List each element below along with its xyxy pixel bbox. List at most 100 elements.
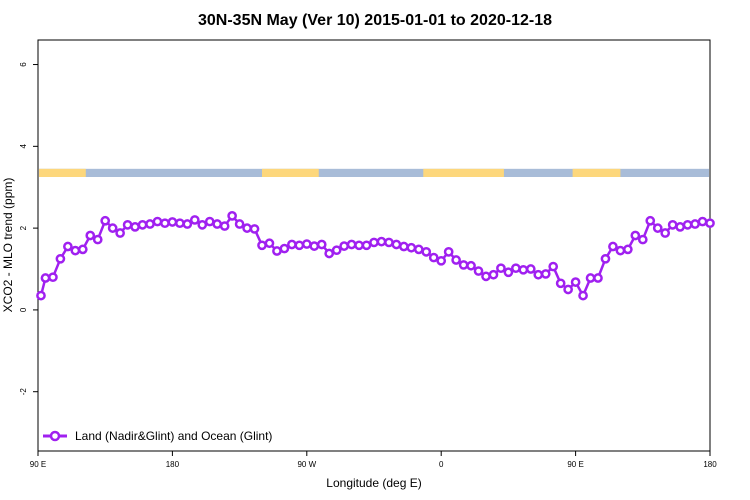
data-point (227, 211, 237, 221)
data-point (690, 219, 700, 229)
data-point (324, 248, 335, 259)
x-tick-label: 0 (439, 460, 444, 469)
data-point (578, 290, 588, 301)
surface-strip (39, 168, 709, 177)
data-point (107, 223, 118, 233)
data-point (77, 244, 88, 255)
data-point (212, 219, 223, 229)
data-point (152, 216, 163, 227)
x-axis-label: Longitude (deg E) (326, 476, 421, 490)
legend: Land (Nadir&Glint) and Ocean (Glint) (43, 429, 272, 443)
data-point (70, 245, 81, 256)
data-point (48, 272, 58, 283)
data-point (339, 241, 349, 251)
data-point (525, 264, 536, 274)
data-point (234, 219, 245, 229)
data-point (675, 222, 685, 232)
data-point (570, 277, 581, 287)
data-point (645, 215, 656, 226)
data-point (608, 241, 618, 252)
data-point (436, 255, 447, 266)
data-point (182, 219, 193, 229)
x-tick-label: 90 E (567, 460, 583, 469)
data-point (63, 241, 73, 252)
data-point (391, 239, 402, 250)
data-point (421, 246, 432, 257)
data-point (204, 216, 215, 227)
data-point (85, 230, 96, 241)
data-point (249, 224, 260, 234)
data-point (481, 271, 491, 282)
data-point (697, 216, 708, 227)
data-point (585, 273, 596, 283)
data-point (115, 228, 125, 238)
land-segment (39, 168, 86, 177)
data-point (316, 239, 327, 250)
data-point (369, 237, 379, 248)
data-point (130, 222, 140, 232)
data-point (242, 223, 252, 233)
data-point (623, 244, 633, 255)
data-point (257, 240, 267, 251)
data-point (667, 219, 678, 230)
series-land-ocean (36, 211, 715, 301)
y-tick-label: 4 (19, 144, 28, 149)
data-point (189, 215, 200, 225)
data-point (294, 240, 305, 251)
y-tick-label: 0 (19, 307, 28, 312)
x-tick-label: 90 E (30, 460, 46, 469)
data-point (331, 245, 342, 256)
land-segment (423, 168, 504, 177)
data-point (660, 228, 671, 238)
data-point (301, 239, 312, 249)
data-point (40, 273, 51, 283)
data-point (406, 242, 417, 253)
y-axis-label: XCO2 - MLO trend (ppm) (1, 178, 15, 313)
data-point (458, 260, 469, 270)
data-point (615, 245, 626, 256)
data-point (197, 219, 208, 230)
data-point (92, 234, 103, 245)
data-point (540, 269, 551, 279)
data-point (287, 239, 297, 250)
data-point (652, 223, 663, 233)
data-point (384, 237, 394, 248)
data-point (36, 290, 46, 301)
data-point (548, 261, 559, 272)
data-point (160, 218, 170, 229)
data-point (705, 218, 715, 229)
data-point (533, 269, 544, 280)
data-point (637, 234, 648, 245)
data-point (630, 230, 641, 241)
legend-marker-swatch (49, 430, 61, 442)
data-point (361, 240, 372, 251)
y-tick-label: 2 (19, 225, 28, 230)
data-point (309, 241, 320, 251)
data-point (100, 215, 111, 226)
data-point (279, 243, 290, 254)
data-point (354, 240, 364, 251)
data-point (466, 260, 476, 271)
data-point (175, 218, 185, 229)
data-point (264, 238, 275, 249)
data-point (376, 236, 387, 247)
data-point (563, 284, 573, 295)
data-point (399, 241, 409, 252)
land-segment (572, 168, 621, 177)
data-point (55, 253, 66, 264)
data-point (511, 263, 521, 274)
data-point (451, 255, 461, 265)
data-point (555, 278, 566, 289)
y-tick-label: -2 (19, 388, 28, 396)
data-point (272, 246, 282, 256)
data-point (137, 219, 148, 230)
x-axis: 90 E 180 90 W 0 90 E 180 (30, 451, 717, 469)
data-point (593, 273, 603, 283)
data-point (428, 252, 439, 263)
data-point (167, 217, 178, 227)
data-point (496, 263, 506, 274)
x-tick-label: 90 W (297, 460, 316, 469)
data-point (346, 239, 357, 250)
data-point (145, 219, 155, 229)
